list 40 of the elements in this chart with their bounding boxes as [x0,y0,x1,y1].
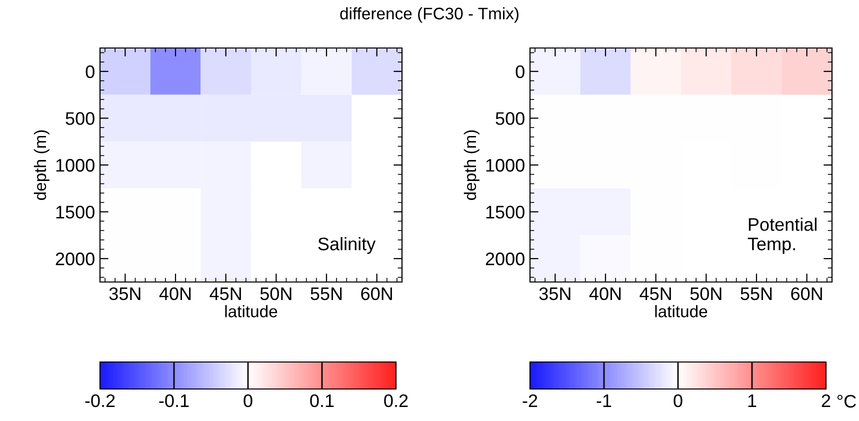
y-axis-title: depth (m) [464,130,480,200]
chart-title: difference (FC30 - Tmix) [340,7,518,23]
x-tick-label: 50N [260,287,292,300]
y-tick-label: 1500 [56,206,94,219]
x-axis-title: latitude [225,305,278,318]
y-tick-label: 1000 [486,158,524,172]
x-tick-label: 35N [109,287,140,300]
y-tick-label: 0 [86,65,94,78]
x-tick-label: 60N [791,287,822,300]
x-tick-label: 45N [210,288,241,300]
y-tick-label: 1000 [56,158,94,172]
color-bar-label: 0 [674,394,682,408]
color-bar-label: -2 [522,394,538,407]
color-bar-label: -0.2 [85,394,115,408]
y-tick-label: 500 [496,112,524,125]
annotation: Salinity [318,237,376,254]
y-tick-label: 2000 [56,252,94,266]
color-bar-label: 0.1 [310,394,334,408]
x-tick-label: 60N [361,287,392,300]
y-tick-label: 0 [516,65,524,78]
y-tick-label: 500 [66,112,94,125]
y-tick-label: 1500 [486,206,524,219]
y-tick-label: 2000 [486,252,524,266]
x-tick-label: 45N [640,288,671,300]
color-bar-label: 0 [244,394,252,408]
x-axis-title: latitude [655,305,708,318]
x-tick-label: 40N [589,287,621,300]
color-bar-label: -1 [596,394,612,407]
y-axis-title: depth (m) [34,130,50,200]
color-bar-label: -0.1 [159,394,189,408]
color-bar-title: °C [837,394,856,408]
color-bar-label: 1 [748,394,756,407]
x-tick-label: 40N [159,287,191,300]
color-bar-label: 0.2 [384,394,408,408]
annotation: Potential Temp. [748,218,816,254]
x-tick-label: 35N [539,287,570,300]
x-tick-label: 50N [690,287,722,300]
color-bar-label: 2 [822,394,830,407]
x-tick-label: 55N [310,288,342,300]
x-tick-label: 55N [740,288,772,300]
